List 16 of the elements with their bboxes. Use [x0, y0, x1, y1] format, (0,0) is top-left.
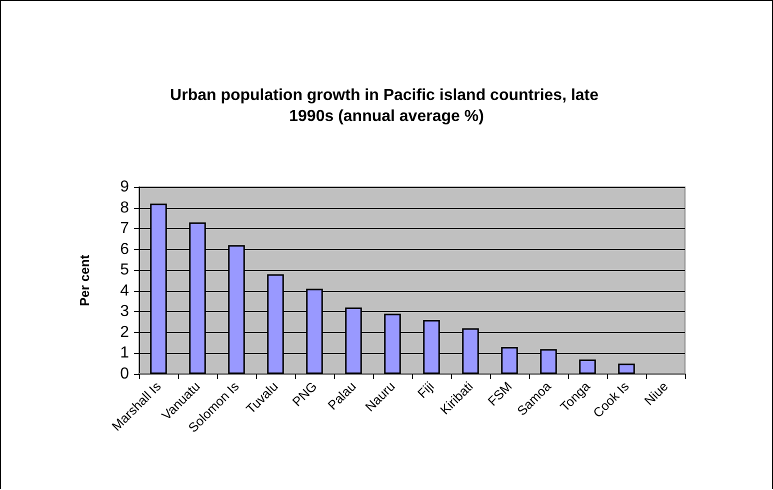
bar	[618, 364, 635, 374]
y-tick-label: 0	[120, 366, 130, 382]
x-tick-label: Niue	[641, 378, 671, 408]
y-tick-label: 7	[120, 220, 130, 238]
y-tick-label: 5	[120, 262, 130, 279]
y-tick-label: 2	[120, 324, 130, 341]
chart-title: Urban population growth in Pacific island countries, late 1990s (annual average %)	[170, 87, 603, 125]
y-tick-label: 8	[120, 199, 130, 216]
y-tick-label: 1	[120, 344, 130, 362]
y-tick-label: 6	[120, 240, 130, 258]
x-tick-label: Fiji	[414, 378, 437, 402]
bar	[579, 359, 596, 374]
y-tick-label: 4	[120, 282, 130, 300]
y-tick-label: 3	[120, 303, 130, 320]
y-axis-title: Per cent	[77, 254, 92, 306]
y-tick-label: 9	[120, 178, 130, 196]
